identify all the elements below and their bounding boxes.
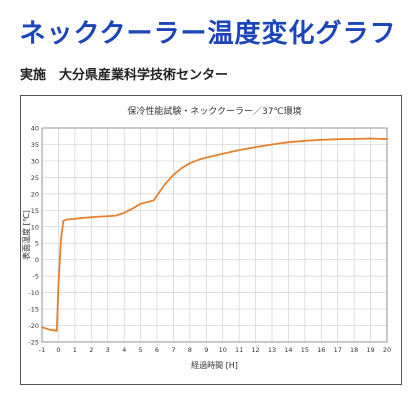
series-line-temperature <box>41 137 388 332</box>
y-tick-label: -10 <box>28 289 39 297</box>
y-tick-label: 35 <box>31 141 39 149</box>
y-tick-label: -15 <box>28 306 39 314</box>
x-tick-label: 18 <box>350 346 358 354</box>
y-axis-label: 表面温度 [℃] <box>21 210 31 260</box>
x-tick-label: 19 <box>366 346 374 354</box>
x-tick-label: 0 <box>56 346 60 354</box>
x-axis-label: 経過時間 [H] <box>191 360 238 370</box>
x-tick-label: 16 <box>317 346 325 354</box>
x-tick-label: 20 <box>383 346 391 354</box>
x-tick-label: 4 <box>122 346 126 354</box>
x-tick-label: 5 <box>139 346 143 354</box>
y-tick-label: 20 <box>31 190 39 198</box>
chart-container: 保冷性能試験・ネッククーラー／37℃環境 -25 -20 -15 -10 -5 0 5 10 15… <box>20 95 402 385</box>
y-tick-label: -20 <box>28 322 39 330</box>
y-tick-label: 10 <box>31 223 39 231</box>
y-tick-label: 0 <box>35 256 39 264</box>
x-tick-label: 10 <box>219 346 227 354</box>
x-tick-label: 11 <box>235 346 243 354</box>
x-tick-label: 6 <box>155 346 159 354</box>
y-tick-label: 25 <box>31 174 39 182</box>
x-tick-label: 17 <box>334 346 342 354</box>
y-tick-label: -25 <box>28 339 39 347</box>
x-tick-label: 14 <box>284 346 292 354</box>
x-tick-label: 12 <box>251 346 259 354</box>
implementer-label: 実施 大分県産業科学技術センター <box>20 68 229 83</box>
y-tick-label: 30 <box>31 157 39 165</box>
x-tick-label: 3 <box>106 346 110 354</box>
page-title: ネッククーラー温度変化グラフ <box>19 19 397 49</box>
y-tick-label: 5 <box>35 240 39 248</box>
x-tick-label: 9 <box>204 346 208 354</box>
x-tick-label: 13 <box>268 346 276 354</box>
plot-area <box>41 127 388 343</box>
y-tick-label: 15 <box>31 207 39 215</box>
y-tick-label: 40 <box>31 125 39 133</box>
x-tick-label: 2 <box>89 346 93 354</box>
x-tick-label: 15 <box>301 346 309 354</box>
x-tick-label: -1 <box>39 346 45 354</box>
chart-title: 保冷性能試験・ネッククーラー／37℃環境 <box>127 105 301 117</box>
y-tick-label: -5 <box>33 273 39 281</box>
temperature-line-chart: 保冷性能試験・ネッククーラー／37℃環境-25-20-15-10-5051015… <box>21 105 391 370</box>
plot-frame <box>41 127 388 343</box>
x-tick-label: 1 <box>73 346 77 354</box>
x-tick-label: 8 <box>188 346 192 354</box>
x-tick-label: 7 <box>171 346 175 354</box>
